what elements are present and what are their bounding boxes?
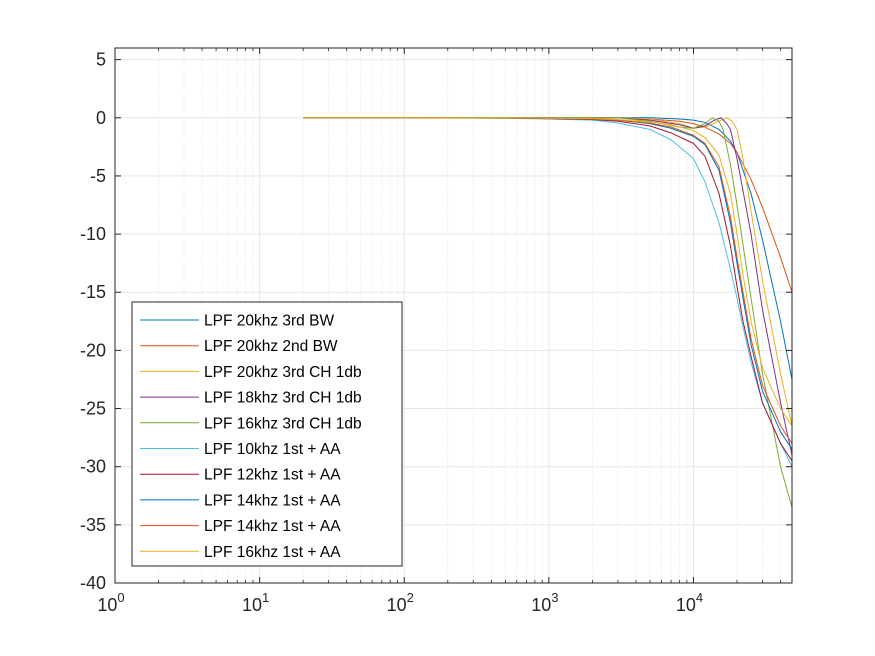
x-tick-base: 10 [387, 595, 407, 615]
y-tick-label: 0 [96, 108, 106, 128]
y-tick-label: -20 [80, 340, 106, 360]
x-tick-base: 10 [97, 595, 117, 615]
series-line-10 [303, 117, 793, 427]
legend-label: LPF 14khz 1st + AA [204, 492, 341, 509]
legend-items: LPF 20khz 3rd BW LPF 20khz 2nd BW LPF 20kh… [140, 313, 362, 561]
x-tick-label: 103 [531, 590, 558, 615]
legend-item: LPF 14khz 1st + AA [140, 492, 341, 509]
x-tick-exponent: 3 [551, 590, 558, 605]
legend-label: LPF 14khz 1st + AA [204, 518, 341, 535]
x-tick-base: 10 [242, 595, 262, 615]
x-tick-label: 102 [387, 590, 414, 615]
y-tick-label: -40 [80, 573, 106, 593]
series-layer [303, 117, 793, 508]
y-tick-label: -35 [80, 515, 106, 535]
legend-label: LPF 12khz 1st + AA [204, 467, 341, 484]
legend-item: LPF 20khz 3rd CH 1db [140, 364, 362, 381]
x-tick-exponent: 1 [262, 590, 269, 605]
x-axis-tick-labels: 100 101 102 103 104 [97, 590, 703, 615]
axes-box [114, 47, 793, 584]
x-tick-exponent: 0 [117, 590, 124, 605]
legend-label: LPF 10khz 1st + AA [204, 441, 341, 458]
tick-marks [114, 48, 792, 584]
legend-item: LPF 16khz 3rd CH 1db [140, 415, 362, 432]
legend-label: LPF 20khz 2nd BW [204, 338, 338, 355]
x-tick-exponent: 2 [407, 590, 414, 605]
y-tick-label: -10 [80, 224, 106, 244]
legend-item: LPF 18khz 3rd CH 1db [140, 390, 362, 407]
legend-item: LPF 12khz 1st + AA [140, 467, 341, 484]
legend-label: LPF 20khz 3rd CH 1db [204, 364, 362, 381]
y-tick-label: -30 [80, 457, 106, 477]
legend-label: LPF 16khz 3rd CH 1db [204, 415, 362, 432]
y-tick-label: -5 [90, 166, 106, 186]
series-line-5 [303, 117, 793, 508]
legend: LPF 20khz 3rd BW LPF 20khz 2nd BW LPF 20kh… [131, 301, 403, 567]
x-tick-label: 100 [97, 590, 124, 615]
y-tick-label: 5 [96, 50, 106, 70]
x-tick-label: 101 [242, 590, 269, 615]
x-tick-base: 10 [531, 595, 551, 615]
legend-item: LPF 10khz 1st + AA [140, 441, 341, 458]
legend-item: LPF 20khz 3rd BW [140, 313, 334, 330]
y-tick-label: -15 [80, 282, 106, 302]
x-tick-base: 10 [676, 595, 696, 615]
legend-label: LPF 20khz 3rd BW [204, 313, 334, 330]
y-axis-tick-labels: 5 0 -5 -10 -15 -20 -25 -30 -35 -40 [80, 50, 106, 593]
x-tick-label: 104 [676, 590, 703, 615]
y-tick-label: -25 [80, 399, 106, 419]
x-tick-exponent: 4 [696, 590, 703, 605]
legend-item: LPF 20khz 2nd BW [140, 338, 338, 355]
legend-item: LPF 14khz 1st + AA [140, 518, 341, 535]
legend-label: LPF 18khz 3rd CH 1db [204, 390, 362, 407]
legend-label: LPF 16khz 1st + AA [204, 544, 341, 561]
legend-item: LPF 16khz 1st + AA [140, 544, 341, 561]
